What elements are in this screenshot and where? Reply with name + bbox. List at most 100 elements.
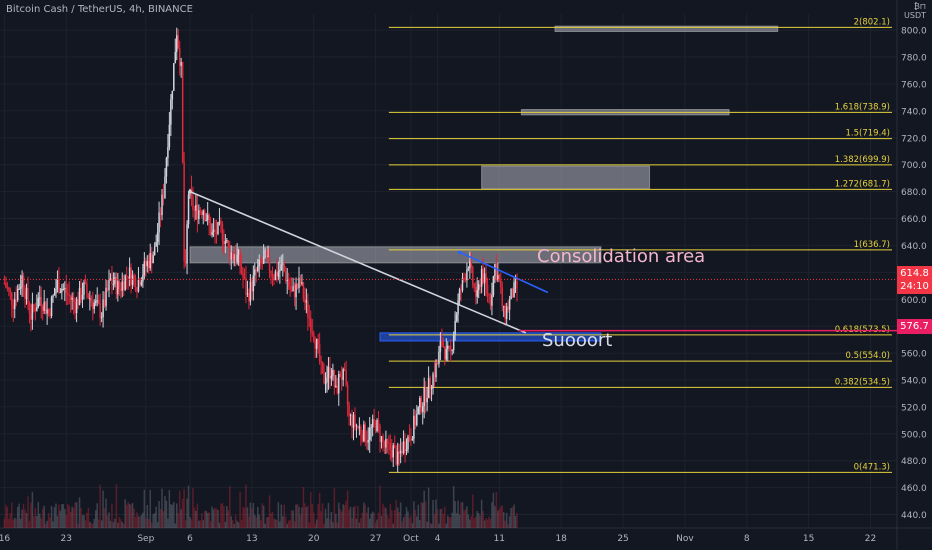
volume-bar bbox=[364, 504, 367, 528]
volume-bar bbox=[254, 514, 256, 528]
consolidation-area-note: Consolidation area bbox=[537, 246, 706, 267]
candle-body bbox=[158, 212, 160, 233]
x-axis[interactable]: 16 23 Sep 6 13 20 27 Oct 4 11 18 25 Nov 8 15 22 bbox=[0, 534, 876, 544]
candle-body bbox=[417, 407, 420, 414]
candle-body bbox=[299, 277, 302, 284]
candle-body bbox=[444, 346, 446, 360]
volume-bar bbox=[65, 514, 68, 528]
volume-bar bbox=[333, 488, 336, 528]
volume-bar bbox=[514, 516, 517, 528]
volume-bar bbox=[214, 508, 216, 528]
candle-body bbox=[276, 271, 278, 277]
candle-body bbox=[500, 280, 502, 288]
candle-body bbox=[208, 214, 210, 224]
fib-label: 1.618(738.9) bbox=[835, 102, 890, 112]
candle-body bbox=[3, 283, 6, 285]
fib-label: 0.5(554.0) bbox=[846, 351, 890, 361]
volume-bar bbox=[96, 503, 98, 528]
volume-bar bbox=[292, 510, 294, 528]
scale-icon: ₿⊓ bbox=[913, 2, 926, 11]
volume-bar bbox=[277, 502, 280, 528]
candle-body bbox=[9, 289, 12, 293]
volume-bar bbox=[155, 506, 157, 528]
volume-bar bbox=[482, 511, 484, 528]
volume-bar bbox=[33, 516, 35, 528]
volume-bar bbox=[149, 489, 151, 528]
candle-body bbox=[90, 298, 93, 302]
candle-body bbox=[335, 385, 337, 387]
volume-bar bbox=[305, 507, 308, 528]
y-tick-label: 560.0 bbox=[901, 350, 927, 360]
volume-bar bbox=[502, 512, 505, 528]
y-tick-label: 480.0 bbox=[901, 457, 927, 467]
candle-body bbox=[86, 283, 88, 294]
candle-body bbox=[284, 271, 287, 282]
candle-body bbox=[477, 284, 480, 290]
candle-body bbox=[323, 373, 325, 383]
volume-bar bbox=[83, 514, 85, 528]
candle-body bbox=[408, 436, 411, 440]
fib-label: 1(636.7) bbox=[854, 240, 890, 250]
candle-body bbox=[152, 255, 154, 264]
candle-body bbox=[78, 287, 81, 305]
volume-bar bbox=[273, 518, 275, 528]
candle-body bbox=[404, 441, 406, 451]
candle-body bbox=[287, 280, 290, 287]
candle-body bbox=[361, 434, 364, 441]
y-tick-label: 660.0 bbox=[901, 215, 927, 225]
volume-bar bbox=[448, 517, 450, 528]
volume-bar bbox=[455, 513, 458, 528]
candle-body bbox=[492, 276, 495, 296]
volume-bar bbox=[366, 512, 368, 528]
y-tick-label: 700.0 bbox=[901, 161, 927, 171]
price-scale-unit[interactable]: ₿⊓ USDT bbox=[904, 2, 926, 20]
volume-bar bbox=[398, 512, 400, 528]
volume-bar bbox=[513, 504, 515, 528]
volume-bar bbox=[511, 506, 514, 528]
candle-body bbox=[460, 289, 462, 291]
volume-bar bbox=[89, 521, 91, 528]
candle-body bbox=[81, 294, 84, 300]
candle-body bbox=[8, 287, 10, 290]
volume-bar bbox=[467, 514, 470, 528]
volume-bar bbox=[374, 522, 377, 528]
candle-body bbox=[424, 387, 427, 403]
candle-body bbox=[513, 282, 515, 298]
candle-body bbox=[447, 345, 449, 349]
candle-body bbox=[396, 451, 399, 465]
volume-bar bbox=[420, 502, 423, 528]
candle-body bbox=[245, 278, 247, 295]
candle-body bbox=[374, 421, 377, 432]
volume-bar bbox=[68, 505, 70, 528]
volume-bar bbox=[307, 505, 309, 528]
fib-label: 1.5(719.4) bbox=[846, 129, 890, 139]
x-tick-label: 6 bbox=[187, 534, 193, 544]
volume-bar bbox=[494, 506, 496, 528]
candle-body bbox=[146, 260, 149, 267]
candle-body bbox=[445, 348, 448, 360]
candle-body bbox=[61, 288, 63, 293]
volume-bar bbox=[433, 514, 436, 528]
candle-body bbox=[155, 242, 157, 247]
volume-bar bbox=[460, 502, 462, 528]
candle-body bbox=[68, 294, 70, 296]
candle-body bbox=[103, 299, 106, 307]
volume-bar bbox=[469, 519, 471, 528]
candle-body bbox=[318, 344, 321, 362]
x-tick-label: 16 bbox=[0, 534, 10, 544]
candle-body bbox=[62, 288, 65, 290]
volume-bar bbox=[327, 502, 330, 528]
volume-bar bbox=[332, 522, 334, 528]
volume-bar bbox=[30, 502, 32, 528]
volume-bar bbox=[315, 519, 318, 528]
volume-bar bbox=[343, 505, 346, 528]
candle-body bbox=[108, 279, 110, 291]
y-tick-label: 440.0 bbox=[901, 511, 927, 521]
candle-body bbox=[195, 204, 197, 211]
volume-bar bbox=[340, 511, 343, 528]
volume-bar bbox=[498, 508, 501, 528]
volume-bar bbox=[486, 519, 489, 528]
candle-body bbox=[122, 281, 125, 290]
candle-body bbox=[405, 449, 408, 451]
